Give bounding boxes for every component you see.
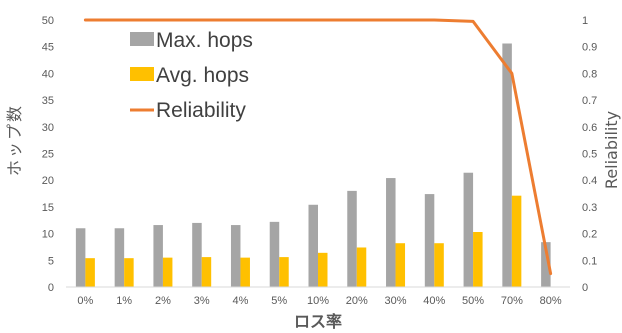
legend-label-max-hops: Max. hops — [156, 29, 253, 52]
legend-label-avg-hops: Avg. hops — [156, 64, 249, 87]
bar-max-hops-8 — [386, 178, 396, 287]
bar-max-hops-11 — [502, 43, 512, 287]
y-axis-title: ホップ数 — [5, 104, 24, 176]
y-tick-label: 30 — [42, 122, 54, 134]
y2-tick-label: 0.6 — [582, 122, 597, 134]
legend-swatch-avg-hops — [130, 67, 154, 81]
x-tick-label: 0% — [77, 295, 93, 307]
series-line-reliability — [83, 18, 553, 276]
x-tick-label: 30% — [385, 295, 407, 307]
bar-avg-hops-11 — [511, 195, 522, 287]
ticks-layer: 0% 1% 2% 3% 4% 5% 10% 20% 30% 40% 50% 70% 80%0510152… — [42, 15, 598, 307]
bar-max-hops-5 — [269, 221, 280, 287]
x-axis-title: ロス率 — [294, 312, 342, 331]
bar-max-hops-0 — [75, 228, 86, 287]
x-tick-label: 1% — [116, 295, 132, 307]
legend: Max. hops Avg. hops Reliability — [130, 29, 253, 122]
x-tick-label: 10% — [307, 295, 329, 307]
y2-tick-label: 1 — [582, 15, 588, 27]
bar-avg-hops-10 — [473, 231, 483, 287]
y2-tick-label: 0.9 — [582, 42, 597, 54]
bar-max-hops-10 — [463, 172, 474, 287]
bar-avg-hops-4 — [240, 257, 250, 287]
x-tick-label: 20% — [346, 295, 368, 307]
y2-tick-label: 0.2 — [582, 229, 597, 241]
bar-avg-hops-9 — [434, 243, 444, 287]
y2-tick-label: 0.8 — [582, 68, 597, 80]
x-tick-label: 50% — [462, 295, 484, 307]
bar-avg-hops-1 — [124, 258, 134, 287]
legend-label-reliability: Reliability — [156, 99, 246, 122]
bar-avg-hops-6 — [318, 252, 328, 287]
bar-max-hops-3 — [192, 222, 202, 287]
y-tick-label: 15 — [42, 202, 54, 214]
x-tick-label: 5% — [271, 295, 287, 307]
y-tick-label: 35 — [42, 95, 54, 107]
bar-max-hops-12 — [541, 242, 551, 287]
x-tick-label: 3% — [194, 295, 210, 307]
bar-max-hops-9 — [424, 194, 435, 287]
y2-tick-label: 0.4 — [582, 175, 597, 187]
y-tick-label: 20 — [42, 175, 54, 187]
x-tick-label: 80% — [540, 295, 562, 307]
bar-avg-hops-8 — [395, 243, 406, 287]
y2-axis-title: Reliability — [602, 111, 621, 189]
y-tick-label: 5 — [48, 255, 54, 267]
bar-avg-hops-7 — [356, 247, 367, 287]
y-tick-label: 10 — [42, 229, 54, 241]
bar-max-hops-1 — [114, 228, 125, 287]
y-tick-label: 45 — [42, 42, 54, 54]
y-tick-label: 25 — [42, 149, 54, 161]
bar-avg-hops-5 — [279, 257, 289, 287]
x-tick-label: 40% — [423, 295, 445, 307]
y2-tick-label: 0.1 — [582, 255, 597, 267]
bar-avg-hops-3 — [201, 257, 212, 287]
y-tick-label: 40 — [42, 68, 54, 80]
bar-avg-hops-2 — [162, 257, 173, 287]
legend-swatch-max-hops — [130, 32, 154, 46]
x-tick-label: 2% — [155, 295, 171, 307]
bar-max-hops-7 — [347, 190, 357, 287]
x-tick-label: 4% — [233, 295, 249, 307]
bar-avg-hops-0 — [85, 258, 95, 287]
x-tick-label: 70% — [501, 295, 523, 307]
bars-layer — [75, 43, 551, 287]
bar-max-hops-2 — [153, 225, 163, 287]
y2-tick-label: 0 — [582, 282, 588, 294]
y-tick-label: 50 — [42, 15, 54, 27]
bar-max-hops-6 — [308, 204, 318, 287]
line-layer — [83, 18, 553, 276]
y2-tick-label: 0.5 — [582, 149, 597, 161]
y-tick-label: 0 — [48, 282, 54, 294]
bar-max-hops-4 — [230, 225, 241, 287]
y2-tick-label: 0.3 — [582, 202, 597, 214]
y2-tick-label: 0.7 — [582, 95, 597, 107]
